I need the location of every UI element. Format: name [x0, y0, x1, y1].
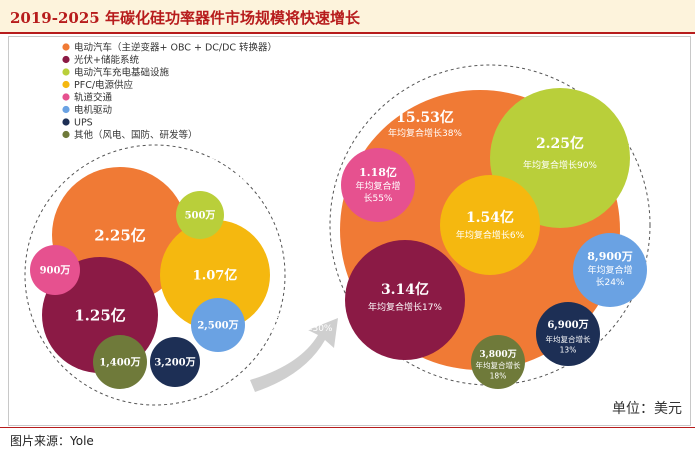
legend-label-rail: 轨道交通: [74, 91, 113, 103]
bubble-2019-pfc: [160, 220, 270, 330]
year-label-2019: 2019: [207, 149, 243, 164]
legend-label-pfc: PFC/电源供应: [74, 79, 134, 91]
value-2025-charging: 2.25亿: [536, 135, 584, 152]
value-2025-pfc: 1.54亿: [466, 209, 514, 226]
bubble-2019-ups: [150, 337, 200, 387]
legend-label-motor: 电机驱动: [74, 104, 112, 116]
growth-2025-other-line-1: 年均复合增长: [476, 360, 521, 370]
value-2019-ev: 2.25亿: [94, 226, 146, 244]
growth-2025-pv: 年均复合增长17%: [368, 301, 442, 313]
legend-marker-pfc: [62, 80, 70, 89]
bubble-2025-ups: [536, 302, 600, 366]
source-label: 图片来源：Yole: [10, 434, 94, 448]
growth-2025-motor-line-1: 年均复合增: [587, 264, 632, 276]
growth-2025-rail-line-2: 长55%: [363, 192, 392, 204]
value-2025-ev: 15.53亿: [396, 109, 454, 126]
source-bar: 图片来源：Yole: [0, 427, 695, 452]
value-2025-other: 3,800万: [479, 349, 516, 360]
bubble-2025-pfc: [440, 175, 540, 275]
arrow-shape: [250, 318, 338, 392]
legend-label-ev: 电动汽车（主逆变器+ OBC + DC/DC 转换器）: [74, 41, 277, 53]
legend-marker-motor: [62, 105, 70, 114]
legend-marker-rail: [62, 93, 70, 101]
total-label-2019: 5.41亿: [204, 168, 249, 184]
growth-2025-other-line-2: 18%: [490, 372, 507, 381]
bubble-2025-rail: [341, 148, 415, 222]
legend-marker-pv: [62, 55, 70, 64]
value-2025-motor: 8,900万: [587, 250, 632, 263]
legend-marker-charging: [62, 68, 70, 76]
bubble-2025-pv: [345, 240, 465, 360]
growth-2025-ups-line-2: 13%: [560, 346, 577, 355]
outline-2025: [329, 64, 651, 386]
value-2019-pfc: 1.07亿: [193, 268, 238, 284]
growth-2025-motor-line-2: 长24%: [595, 276, 624, 288]
value-2019-charging: 500万: [185, 210, 216, 222]
value-2019-rail: 900万: [40, 265, 71, 277]
value-2025-pv: 3.14亿: [381, 281, 429, 298]
value-2019-ups: 3,200万: [154, 357, 195, 369]
growth-2025-pfc: 年均复合增长6%: [456, 229, 525, 241]
unit-label: 单位：美元: [612, 401, 682, 417]
year-label-2025: 2025: [602, 65, 638, 80]
value-2025-rail: 1.18亿: [359, 165, 397, 179]
bubble-2019-motor: [191, 298, 245, 352]
title-bar: 2019-2025 年碳化硅功率器件市场规模将快速增长: [0, 0, 695, 34]
arrow-label-line-2: 复合增长率30%: [267, 322, 332, 334]
bubble-2019-other: [93, 335, 147, 389]
bubble-2019-rail: [30, 245, 80, 295]
bubble-2025-motor: [573, 233, 647, 307]
legend-marker-other: [62, 130, 70, 139]
chart-frame: [8, 36, 691, 426]
growth-2025-charging: 年均复合增长90%: [523, 159, 597, 171]
legend-label-charging: 电动汽车充电基础设施: [74, 66, 170, 78]
legend-marker-ev: [62, 43, 70, 51]
total-label-2025: 25.62亿: [595, 88, 649, 104]
legend-label-pv: 光伏+储能系统: [74, 54, 139, 66]
arrow-label-line-1: 2019-2025: [273, 311, 322, 321]
growth-2025-ev: 年均复合增长38%: [388, 127, 462, 139]
page-title: 2019-2025 年碳化硅功率器件市场规模将快速增长: [10, 9, 360, 27]
growth-2025-ups-line-1: 年均复合增长: [546, 334, 591, 344]
bubble-2019-charging: [176, 191, 224, 239]
value-2019-pv: 1.25亿: [74, 306, 126, 324]
growth-2025-rail-line-1: 年均复合增: [355, 180, 400, 192]
bubble-group-2019: 2019 5.41亿 2.25亿 1.07亿 1.25亿 500万 900万 2,500万 1,…: [24, 144, 286, 406]
value-2025-ups: 6,900万: [547, 319, 588, 331]
legend-label-ups: UPS: [74, 117, 93, 128]
value-2019-motor: 2,500万: [197, 320, 238, 332]
bubble-2025-other: [471, 335, 525, 389]
legend-label-other: 其他（风电、国防、研发等）: [74, 129, 198, 141]
legend: 电动汽车（主逆变器+ OBC + DC/DC 转换器）光伏+储能系统电动汽车充电…: [62, 41, 277, 141]
value-2019-other: 1,400万: [99, 357, 140, 369]
legend-marker-ups: [62, 118, 70, 126]
outline-2019: [24, 144, 286, 406]
